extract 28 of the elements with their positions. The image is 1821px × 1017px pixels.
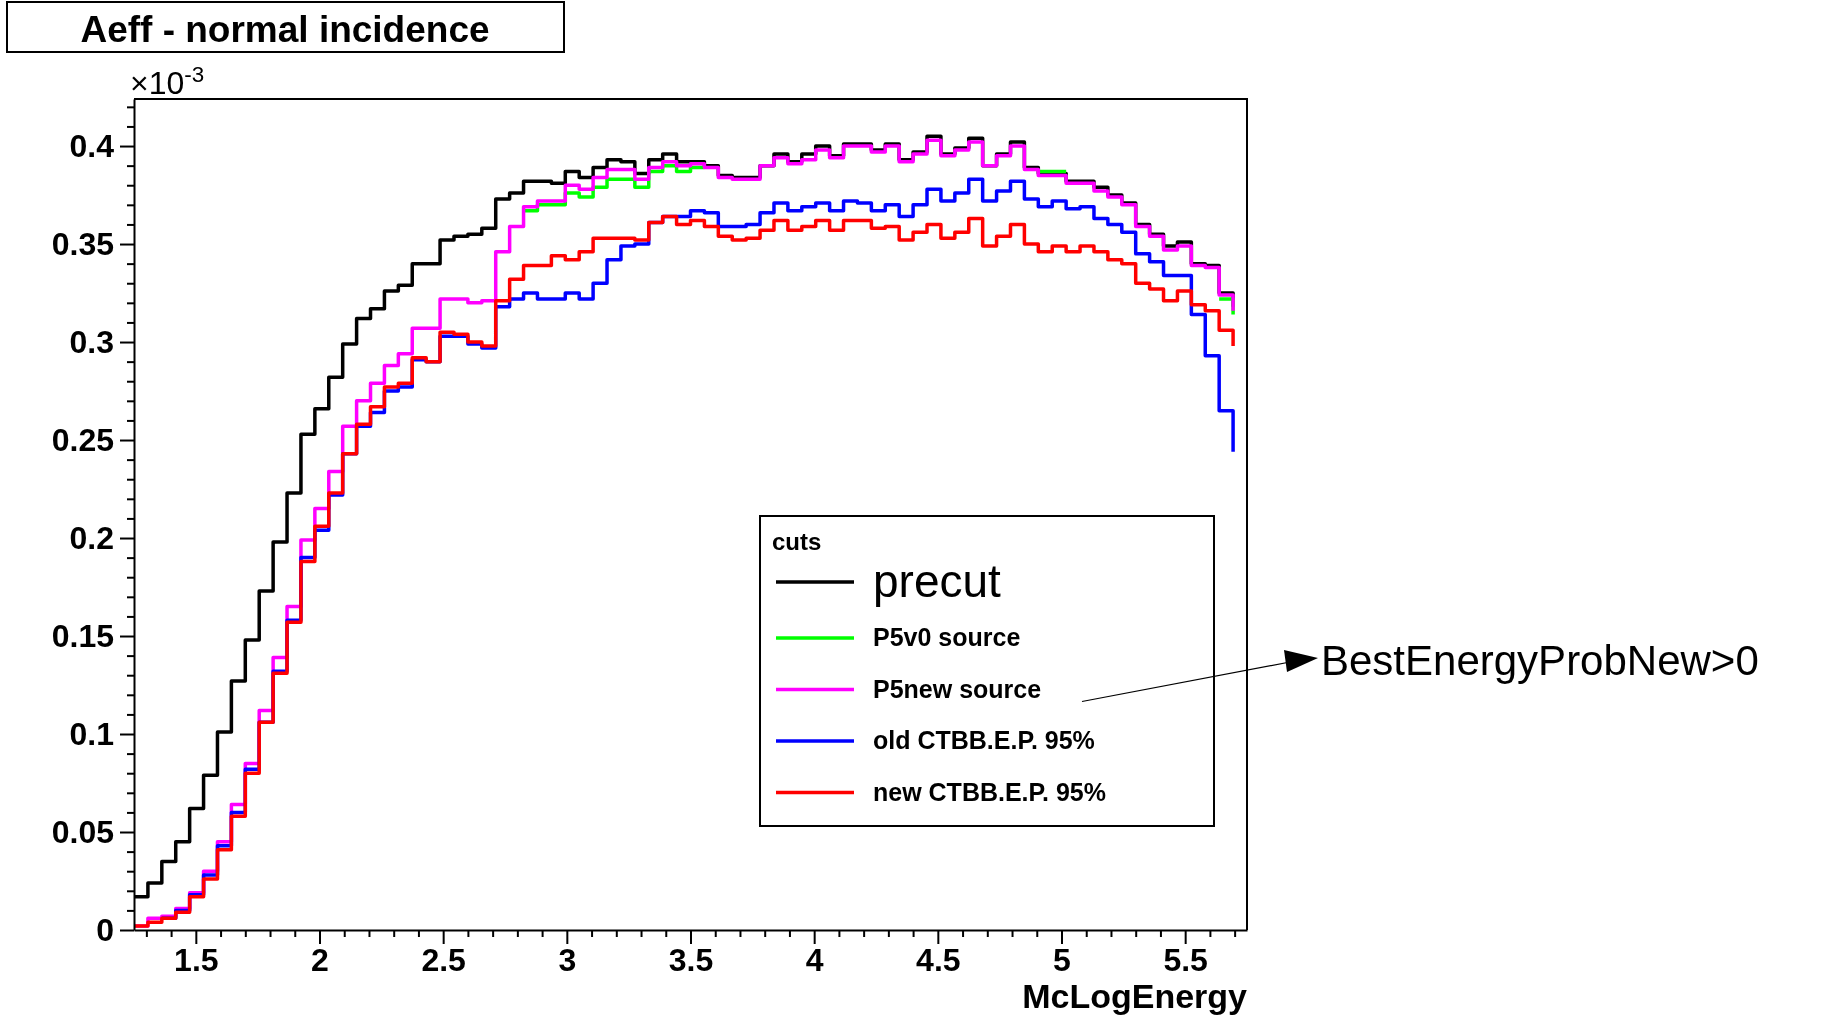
y-tick-label: 0.05	[51, 813, 114, 850]
y-tick-label: 0.3	[69, 323, 114, 360]
legend-label: new CTBB.E.P. 95%	[873, 777, 1106, 806]
y-tick-label: 0.15	[51, 617, 114, 654]
x-tick-label: 1.5	[174, 941, 219, 978]
x-tick-label: 5.5	[1163, 941, 1208, 978]
chart-title: Aeff - normal incidence	[80, 9, 490, 50]
legend-title: cuts	[772, 528, 822, 555]
legend-label: P5new source	[873, 674, 1042, 703]
y-tick-label: 0.2	[69, 519, 114, 556]
x-axis-title: McLogEnergy	[1022, 977, 1248, 1015]
y-tick-label: 0.25	[51, 421, 114, 458]
legend-label: precut	[873, 555, 1002, 607]
x-tick-label: 2	[311, 941, 329, 978]
y-tick-label: 0	[96, 911, 114, 948]
legend-label: old CTBB.E.P. 95%	[873, 726, 1095, 754]
x-tick-label: 3	[558, 941, 577, 978]
x-tick-label: 5	[1053, 941, 1071, 978]
text: BestEnergyProbNew>0	[1321, 637, 1759, 684]
annotation: ×10$^{-3}$	[130, 61, 205, 101]
x-tick-label: 2.5	[421, 941, 466, 978]
y-tick-label: 0.1	[69, 715, 114, 752]
y-tick-label: 0.4	[69, 127, 115, 164]
x-tick-label: 4.5	[916, 941, 961, 978]
legend-label: P5v0 source	[873, 623, 1021, 651]
x-tick-label: 3.5	[668, 941, 714, 978]
x-tick-label: 4	[805, 941, 824, 978]
y-tick-label: 0.35	[51, 225, 114, 262]
